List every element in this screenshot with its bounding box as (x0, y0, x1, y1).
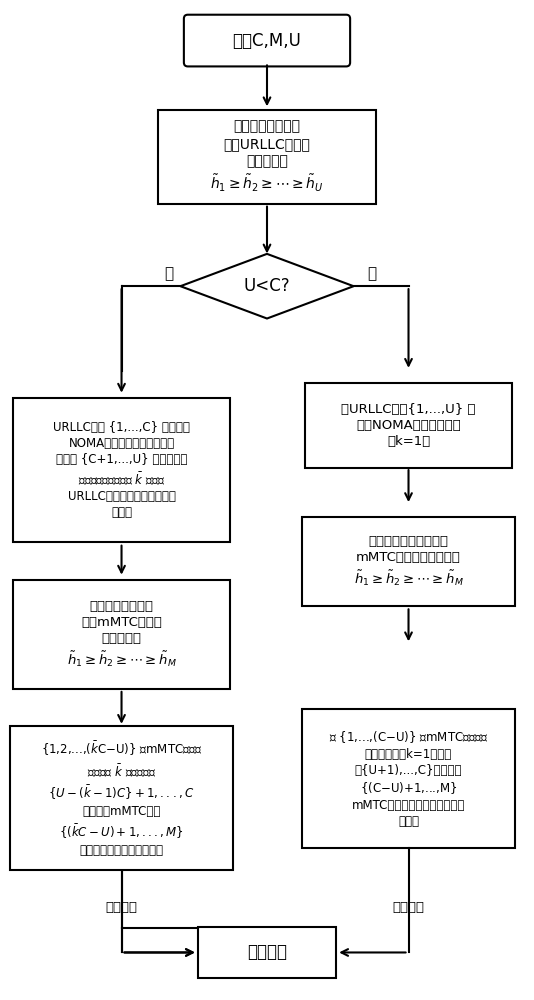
Bar (10, 726, 233, 870)
Bar (198, 927, 336, 978)
Bar (13, 398, 230, 542)
Polygon shape (180, 254, 354, 319)
Text: 分组完成: 分组完成 (106, 901, 138, 914)
Bar (302, 709, 515, 848)
Bar (302, 517, 515, 606)
Text: 根据其平均信道增
益对URLLC设备进
行降序排列
$\tilde{h}_1 \geq \tilde{h}_2 \geq \cdots \geq \tilde{: 根据其平均信道增 益对URLLC设备进 行降序排列 $\tilde{h}_1 \… (210, 120, 324, 194)
Text: URLLC设备 {1,...,C} 被分配到
NOMA簇的最低级别，则剩余
的设备 {C+1,...,U} 将被分配到
更高的成簇级别。将 $\bar{k}$ : URLLC设备 {1,...,C} 被分配到 NOMA簇的最低级别，则剩余 的设… (53, 421, 190, 519)
Text: 功率分配: 功率分配 (247, 943, 287, 961)
Text: 给定C,M,U: 给定C,M,U (233, 32, 301, 50)
Text: {1,2,...,($\bar{k}$C$-$U)} 的mMTC设备被
分配到第 $\bar{k}$ 个等级的簇
$\{U-(\bar{k}-1)C\}+1,.: {1,2,...,($\bar{k}$C$-$U)} 的mMTC设备被 分配到第… (41, 740, 202, 857)
Bar (13, 580, 230, 689)
Bar (304, 383, 513, 468)
Text: 否: 否 (164, 266, 174, 281)
Bar (158, 110, 376, 204)
Text: 是: 是 (367, 266, 376, 281)
Text: 将 {1,...,(C$-$U)} 的mMTC设备分配
到最低等级（k=1）的簇
中{U+1),...,C}，剩余的
{(C$-$U)+1,...,M}
mMT: 将 {1,...,(C$-$U)} 的mMTC设备分配 到最低等级（k=1）的簇… (329, 729, 488, 828)
FancyBboxPatch shape (184, 15, 350, 66)
Text: 分组完成: 分组完成 (392, 901, 425, 914)
Text: 将URLLC设备{1,...,U} 分
配到NOMA簇的最低级别
（k=1）: 将URLLC设备{1,...,U} 分 配到NOMA簇的最低级别 （k=1） (341, 403, 476, 448)
Text: 根据其平均信道增益对
mMTC设备进行降序排列
$\tilde{h}_1 \geq \tilde{h}_2 \geq \cdots \geq \tilde{h}: 根据其平均信道增益对 mMTC设备进行降序排列 $\tilde{h}_1 \ge… (354, 535, 464, 588)
Text: U<C?: U<C? (244, 277, 290, 295)
Text: 根据其平均信道增
益对mMTC设备进
行降序排列
$\tilde{h}_1 \geq \tilde{h}_2 \geq \cdots \geq \tilde{h: 根据其平均信道增 益对mMTC设备进 行降序排列 $\tilde{h}_1 \g… (67, 600, 176, 669)
